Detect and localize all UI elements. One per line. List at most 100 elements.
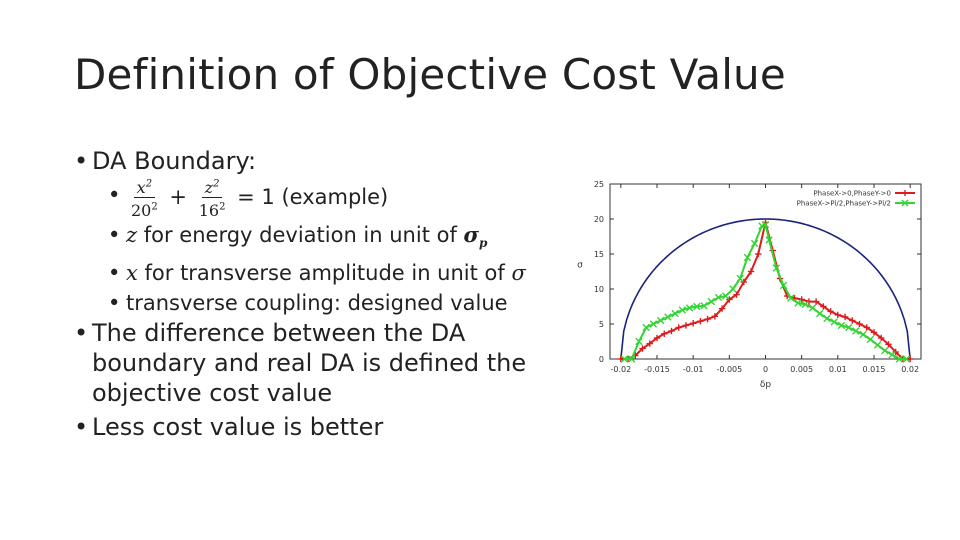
data-point	[863, 324, 870, 331]
x-tick-label: 0.015	[863, 365, 886, 374]
data-point	[787, 294, 795, 302]
data-point	[827, 308, 834, 315]
coupling-text: transverse coupling: designed value	[126, 290, 508, 315]
data-point	[870, 329, 878, 336]
data-point	[740, 278, 748, 286]
da-chart: -0.02 -0.015 -0.01 -0.005 0 0.005 0.01 0.015 0.0…	[577, 180, 922, 390]
y-tick-label: 15	[594, 250, 604, 259]
data-point	[808, 304, 817, 312]
chart-series	[617, 219, 914, 363]
sigma-p-symbol: σp	[463, 221, 488, 250]
data-point	[772, 264, 781, 272]
legend-marker	[901, 199, 909, 207]
data-point	[649, 320, 658, 328]
data-point	[635, 337, 643, 346]
y-tick-label: 20	[594, 215, 604, 224]
da-boundary-curve	[620, 218, 911, 360]
chart-boundary	[620, 218, 911, 360]
bullet-coupling: • transverse coupling: designed value	[74, 288, 564, 318]
data-point	[885, 341, 892, 348]
data-point	[834, 311, 842, 319]
bullet-equation: • x2 202 + z2 162 = 1 (example)	[74, 176, 564, 220]
data-point	[639, 345, 646, 352]
data-point	[888, 351, 896, 359]
x-tick-label: -0.015	[644, 365, 670, 374]
bullet-list: DA Boundary: • x2 202 + z2 162 = 1 (exam…	[74, 146, 564, 442]
equation-rhs: = 1 (example)	[237, 184, 389, 209]
data-point	[878, 334, 885, 342]
data-point	[761, 220, 770, 229]
data-point	[801, 300, 809, 309]
y-tick-label: 25	[594, 180, 604, 189]
data-point	[881, 346, 889, 355]
series-line	[624, 223, 907, 360]
difference-text: The difference between the DA boundary a…	[92, 318, 527, 407]
data-point	[743, 253, 752, 262]
data-point	[700, 302, 708, 310]
data-point	[816, 309, 824, 318]
data-point	[902, 355, 911, 363]
x-tick-label: -0.01	[683, 365, 704, 374]
data-point	[747, 268, 755, 275]
data-point	[620, 355, 629, 363]
less-cost-text: Less cost value is better	[92, 412, 384, 441]
data-point	[895, 355, 903, 363]
sigma-symbol: σ	[511, 260, 526, 285]
data-point	[805, 298, 813, 305]
bullet-da-boundary: DA Boundary:	[74, 146, 564, 176]
data-point	[704, 315, 711, 323]
z-fraction: z2 162	[196, 176, 229, 220]
data-point	[642, 323, 650, 332]
data-point	[714, 293, 723, 302]
data-point	[733, 291, 740, 298]
data-point	[830, 318, 838, 326]
data-point	[646, 340, 653, 347]
data-point	[856, 320, 863, 328]
z-fraction-numerator: z2	[204, 178, 220, 198]
x-variable: x	[126, 260, 138, 285]
data-point	[707, 297, 715, 306]
data-point	[697, 318, 704, 325]
data-point	[729, 285, 737, 293]
data-point	[668, 327, 675, 335]
data-point	[892, 348, 899, 356]
data-point	[722, 292, 730, 300]
data-point	[841, 313, 849, 321]
legend-label: PhaseX->0,PhaseY->0	[813, 190, 891, 198]
data-point	[794, 299, 802, 307]
bullet-x-def: • x for transverse amplitude in unit of …	[74, 258, 564, 288]
data-point	[689, 320, 697, 327]
x-fraction-denominator: 202	[131, 200, 158, 220]
x-tick-label: -0.02	[610, 365, 631, 374]
bullet-difference: The difference between the DA boundary a…	[74, 318, 532, 408]
data-point	[906, 355, 914, 363]
chart-legend: PhaseX->0,PhaseY->0 PhaseX->Pi/2,PhaseY->…	[797, 190, 915, 208]
data-point	[866, 335, 875, 344]
x-tick-label: -0.005	[716, 365, 742, 374]
data-point	[661, 330, 668, 337]
data-point	[820, 303, 827, 310]
x-axis-label: δp	[760, 380, 772, 390]
x-def-text: for transverse amplitude in unit of	[137, 260, 512, 285]
z-def-text: for energy deviation in unit of	[137, 222, 464, 247]
data-point	[859, 330, 867, 339]
z-fraction-denominator: 162	[198, 200, 226, 220]
data-point	[765, 236, 773, 244]
x-fraction: x2 202	[128, 176, 161, 220]
data-point	[779, 281, 788, 290]
data-point	[685, 304, 694, 312]
data-point	[852, 327, 860, 335]
y-axis-label: σ	[577, 261, 583, 271]
data-point	[812, 298, 820, 305]
x-fraction-numerator: x2	[136, 178, 153, 198]
data-point	[873, 341, 882, 349]
data-point	[678, 306, 687, 314]
x-tick-label: 0.005	[790, 365, 813, 374]
data-point	[617, 355, 625, 363]
bullet-less-cost: Less cost value is better	[74, 412, 564, 442]
data-point	[736, 274, 744, 283]
legend-label: PhaseX->Pi/2,PhaseY->Pi/2	[797, 200, 891, 208]
data-point	[849, 317, 856, 324]
data-point	[675, 324, 682, 331]
slide-title: Definition of Objective Cost Value	[74, 50, 786, 99]
